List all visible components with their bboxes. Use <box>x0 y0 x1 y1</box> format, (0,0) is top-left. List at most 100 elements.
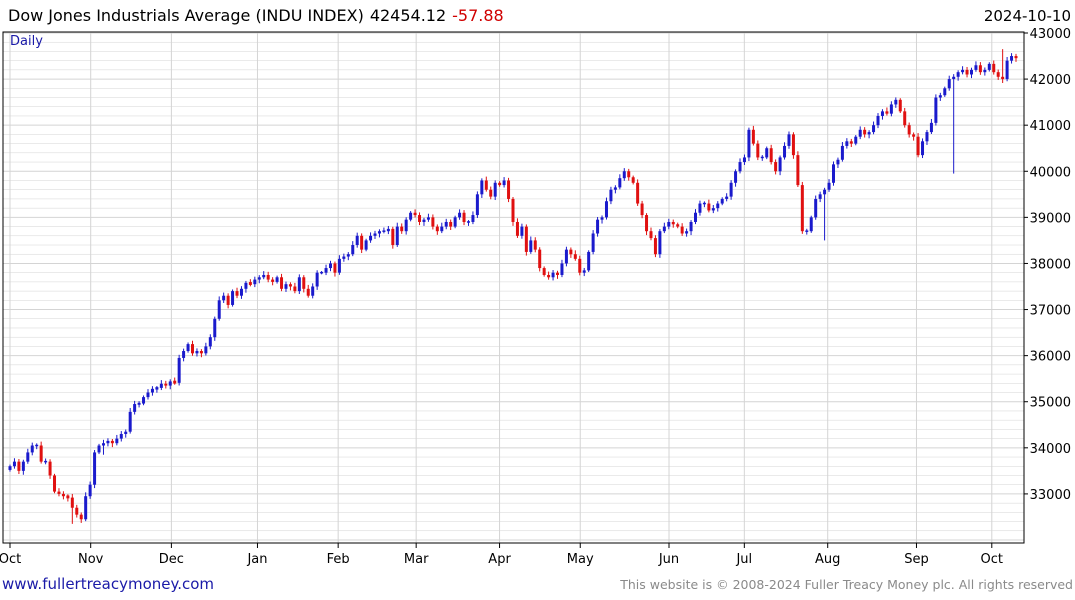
candle-up <box>711 208 715 211</box>
candle-up <box>765 148 769 158</box>
x-tick-label: Dec <box>159 552 184 567</box>
candle-up <box>208 337 212 347</box>
candle-down <box>907 125 911 135</box>
candle-up <box>195 351 199 354</box>
candle-up <box>734 171 738 183</box>
candle-down <box>645 215 649 232</box>
candle-up <box>591 233 595 252</box>
plot-frame <box>2 31 1025 544</box>
candle-up <box>600 217 604 220</box>
x-tick-label: Mar <box>404 552 429 567</box>
candle-up <box>934 97 938 123</box>
candle-up <box>458 212 462 218</box>
candle-down <box>413 212 417 216</box>
candle-up <box>8 466 12 470</box>
candle-up <box>831 164 835 183</box>
candle-down <box>199 351 203 354</box>
candle-up <box>938 95 942 98</box>
candle-up <box>689 221 693 232</box>
candle-up <box>21 461 25 471</box>
candle-down <box>676 224 680 227</box>
candle-down <box>653 238 657 255</box>
candle-down <box>671 221 675 225</box>
x-tick-label: Aug <box>815 552 840 567</box>
candle-down <box>498 182 502 186</box>
candle-up <box>119 433 123 439</box>
candle-up <box>596 219 600 234</box>
candle-up <box>257 277 261 280</box>
candle-up <box>159 383 163 388</box>
y-tick-label: 42000 <box>1030 73 1071 88</box>
candle-up <box>702 202 706 205</box>
candle-up <box>694 212 698 222</box>
candle-down <box>680 226 684 234</box>
candle-down <box>400 226 404 232</box>
candle-down <box>48 461 52 476</box>
candle-up <box>297 277 301 292</box>
candle-up <box>1010 56 1014 61</box>
candle-up <box>315 272 319 287</box>
candle-up <box>738 162 742 172</box>
candle-down <box>418 215 422 222</box>
candle-down <box>751 129 755 144</box>
y-tick-label: 41000 <box>1030 119 1071 134</box>
candle-down <box>164 383 168 386</box>
candle-up <box>925 132 929 142</box>
candle-up <box>284 284 288 289</box>
candle-up <box>921 141 925 156</box>
x-tick-label: Feb <box>327 552 350 567</box>
candle-down <box>306 288 310 296</box>
x-tick-label: Jul <box>735 552 752 567</box>
candle-down <box>462 212 466 222</box>
y-tick-label: 37000 <box>1030 304 1071 319</box>
candle-up <box>275 277 279 282</box>
candle-up <box>818 194 822 199</box>
candle-up <box>872 125 876 133</box>
candle-up <box>377 231 381 234</box>
candle-down <box>903 111 907 126</box>
candle-up <box>182 351 186 358</box>
y-tick-label: 33000 <box>1030 488 1071 503</box>
y-tick-label: 36000 <box>1030 350 1071 365</box>
candle-down <box>978 65 982 73</box>
x-tick-label: May <box>567 552 594 567</box>
candle-up <box>604 201 608 218</box>
candle-up <box>444 221 448 227</box>
footer-website-link[interactable]: www.fullertreacymoney.com <box>2 575 215 593</box>
candle-down <box>507 180 511 199</box>
candle-up <box>222 295 226 301</box>
candle-up <box>97 445 101 453</box>
candle-up <box>217 300 221 319</box>
candle-down <box>17 461 21 471</box>
x-tick-label: Oct <box>0 552 21 567</box>
title-change: -57.88 <box>452 6 504 25</box>
candle-up <box>471 215 475 222</box>
candle-down <box>288 284 292 287</box>
candle-down <box>524 226 528 252</box>
title-name: Dow Jones Industrials Average (INDU INDE… <box>8 6 364 25</box>
candle-down <box>649 231 653 239</box>
candle-down <box>484 180 488 190</box>
candle-up <box>929 122 933 133</box>
candle-up <box>101 443 105 446</box>
candle-up <box>422 219 426 222</box>
candle-up <box>324 268 328 273</box>
candle-up <box>685 231 689 234</box>
x-tick-label: Apr <box>488 552 511 567</box>
candle-down <box>640 203 644 216</box>
candle-up <box>137 402 141 405</box>
candle-down <box>547 274 551 278</box>
candle-up <box>529 240 533 252</box>
x-axis-ticks: Oct Nov Dec Jan Feb Mar Apr May Jun Jul Aug Sep Oct <box>0 543 1003 567</box>
candle-up <box>894 99 898 105</box>
candle-down <box>885 111 889 114</box>
candle-up <box>106 440 110 444</box>
candle-up <box>386 228 390 232</box>
candle-up <box>983 69 987 73</box>
candle-down <box>75 507 79 515</box>
candle-down <box>280 277 284 289</box>
candle-up <box>867 132 871 135</box>
candle-down <box>302 277 306 289</box>
candle-down <box>191 344 195 354</box>
candle-down <box>533 240 537 250</box>
